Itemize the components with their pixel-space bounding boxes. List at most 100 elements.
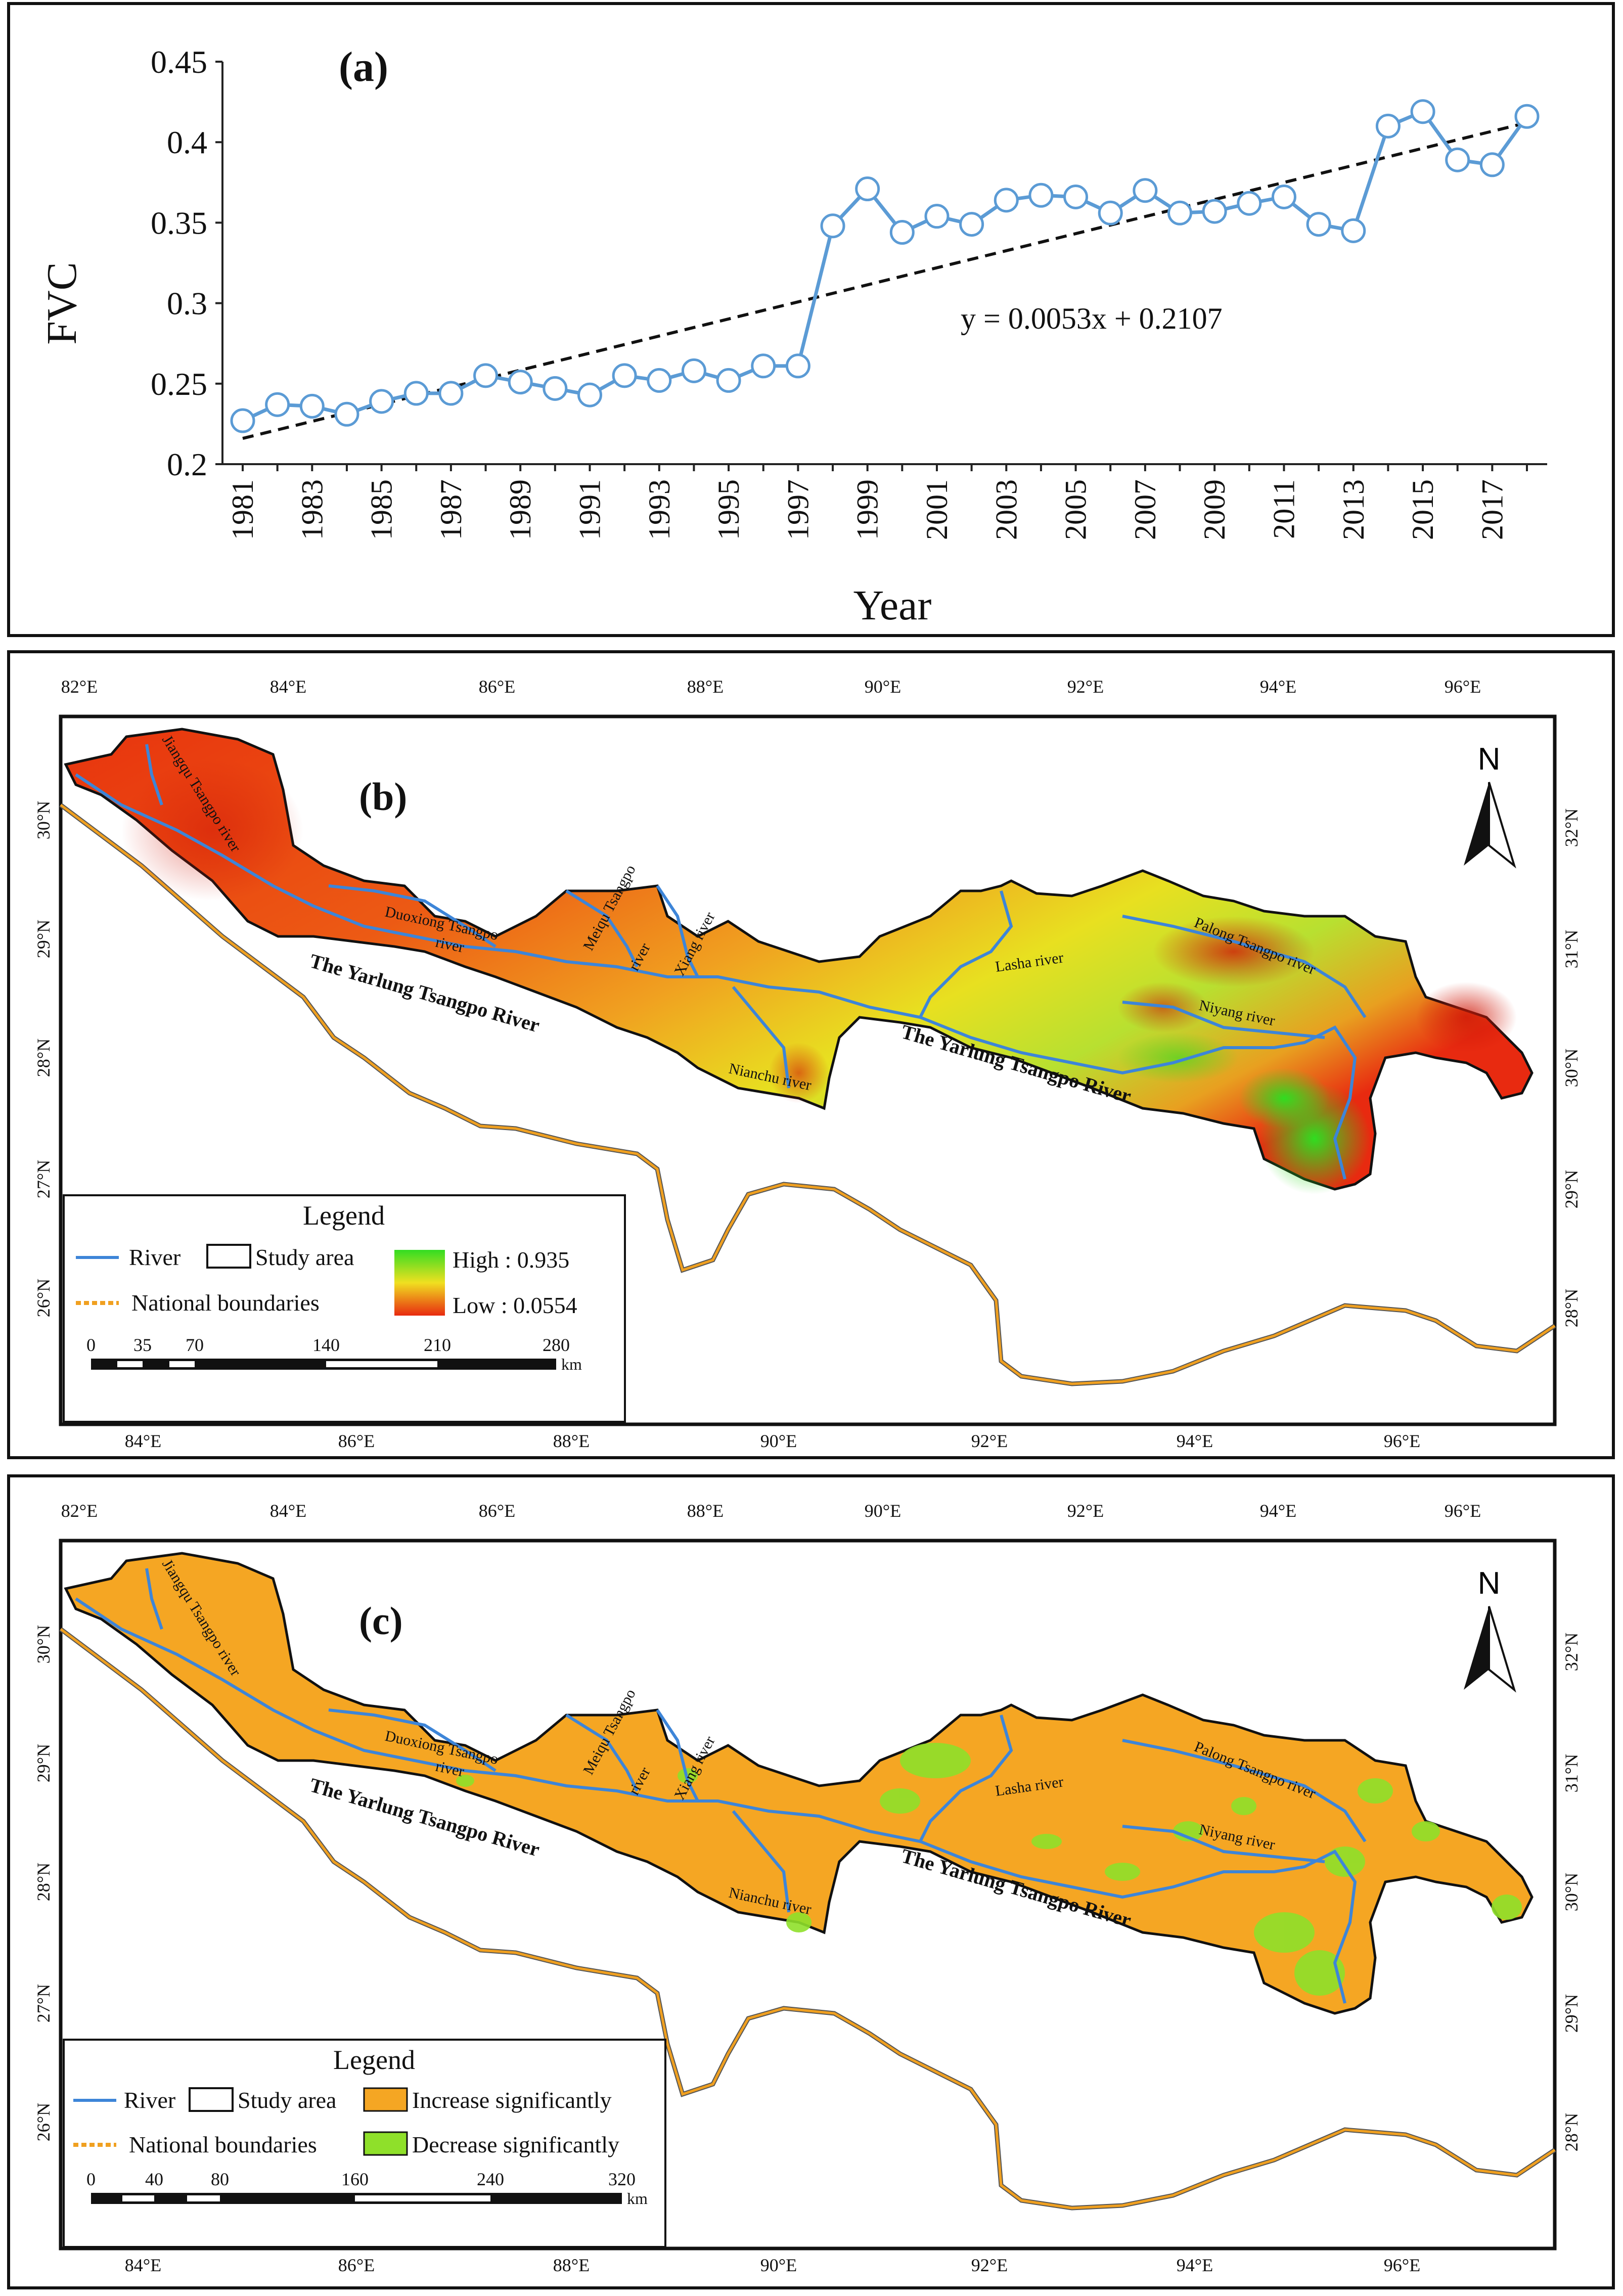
data-point <box>577 382 602 408</box>
data-point <box>1514 104 1540 129</box>
x-tick-label: 1991 <box>573 479 606 540</box>
top-lon-86: 86°E <box>479 1501 515 1521</box>
fvc-map: Jiangqu Tsangpo river Duoxiong Tsangpo r… <box>33 677 1582 1451</box>
trend-equation: y = 0.0053x + 0.2107 <box>961 302 1223 335</box>
data-point <box>369 389 394 414</box>
legend-river-label: River <box>124 2087 175 2113</box>
legend-c: Legend River Study area Increase signifi… <box>63 2039 666 2248</box>
north-label: N <box>1478 742 1501 777</box>
left-lat-29: 29°N <box>33 920 54 958</box>
data-point <box>265 392 290 417</box>
national-boundary-fill <box>60 1628 1556 2210</box>
y-tick-label: 0.25 <box>151 366 207 402</box>
x-tick-label: 1993 <box>643 479 676 540</box>
rivers <box>75 744 1367 1180</box>
legend-title: Legend <box>333 2045 415 2075</box>
north-arrow: N <box>1464 742 1516 869</box>
river-niyang <box>1122 1001 1325 1039</box>
top-lon-84: 84°E <box>270 1501 306 1521</box>
decrease-patches <box>456 1743 1522 1996</box>
panel-b-fvc-map: Jiangqu Tsangpo river Duoxiong Tsangpo r… <box>7 650 1615 1459</box>
data-point <box>299 393 325 419</box>
x-tick-label: 2015 <box>1406 479 1439 540</box>
river-lasha <box>919 890 1013 1018</box>
top-lon-88: 88°E <box>687 677 724 697</box>
data-point <box>994 188 1019 213</box>
legend-decrease-label: Decrease significantly <box>412 2132 619 2157</box>
legend-boundary-label: National boundaries <box>131 1290 320 1316</box>
river-lasha <box>919 1715 1013 1842</box>
right-lat-32: 32°N <box>1561 808 1582 847</box>
data-point <box>1167 200 1193 226</box>
data-point <box>1445 147 1470 172</box>
data-point <box>1341 218 1366 243</box>
left-lat-28: 28°N <box>33 1039 54 1077</box>
data-point <box>543 376 568 401</box>
left-lat-27: 27°N <box>33 1984 54 2022</box>
bottom-lon-88: 88°E <box>553 2255 590 2275</box>
data-point <box>438 381 464 406</box>
river-jiangqu <box>145 1568 163 1630</box>
bottom-lon-94: 94°E <box>1177 1431 1213 1451</box>
right-lat-28: 28°N <box>1561 1289 1582 1327</box>
x-tick-label: 1981 <box>226 479 259 540</box>
x-tick-label: 2013 <box>1337 479 1370 540</box>
x-tick-label: 1995 <box>712 479 745 540</box>
right-lat-30: 30°N <box>1561 1049 1582 1087</box>
scale-tick-3: 160 <box>341 2169 369 2189</box>
legend-study-swatch <box>189 2087 234 2112</box>
x-tick-label: 2017 <box>1475 479 1509 540</box>
legend-river-label: River <box>129 1244 181 1270</box>
right-lat-29: 29°N <box>1561 1994 1582 2033</box>
x-tick-label: 2011 <box>1267 479 1300 539</box>
north-arrow: N <box>1464 1566 1516 1693</box>
bottom-lon-92: 92°E <box>971 2255 1008 2275</box>
top-lon-84: 84°E <box>270 677 306 697</box>
river-yarlung <box>75 1597 1357 2004</box>
data-point <box>1375 113 1401 139</box>
top-lon-86: 86°E <box>479 677 515 697</box>
left-lat-30: 30°N <box>33 1625 54 1663</box>
top-lon-96: 96°E <box>1445 1501 1481 1521</box>
data-point <box>924 204 950 229</box>
data-point <box>751 353 776 379</box>
data-point <box>1133 178 1158 203</box>
scale-tick-4: 210 <box>424 1335 451 1355</box>
x-tick-label: 2005 <box>1059 479 1093 540</box>
bottom-lon-86: 86°E <box>338 1431 375 1451</box>
data-point <box>1202 199 1227 224</box>
legend-increase-swatch <box>363 2087 408 2112</box>
bottom-lon-96: 96°E <box>1384 2255 1420 2275</box>
right-lat-30: 30°N <box>1561 1873 1582 1911</box>
data-point <box>1028 183 1054 208</box>
data-point <box>1271 184 1296 209</box>
trendline <box>242 121 1527 440</box>
left-lat-26: 26°N <box>33 2103 54 2141</box>
data-point <box>1306 212 1331 237</box>
top-lon-94: 94°E <box>1260 1501 1296 1521</box>
legend-decrease-swatch <box>363 2131 408 2156</box>
top-lon-92: 92°E <box>1067 677 1104 697</box>
panel-a-fvc-chart: 0.2 0.25 0.3 0.35 0.4 0.45 1981 1983 1985 1987 19… <box>7 2 1615 637</box>
data-point <box>855 176 880 202</box>
scale-bar-b: 0 35 70 140 210 280 km <box>86 1335 582 1373</box>
y-tick-label: 0.45 <box>151 44 207 80</box>
x-tick-label: 2001 <box>920 479 954 540</box>
river-jiangqu <box>145 744 163 805</box>
left-lat-26: 26°N <box>33 1279 54 1317</box>
right-lat-29: 29°N <box>1561 1170 1582 1208</box>
river-duoxiong <box>328 884 497 948</box>
bottom-lon-92: 92°E <box>971 1431 1008 1451</box>
scale-tick-5: 320 <box>608 2169 636 2189</box>
x-tick-label: 2007 <box>1129 479 1162 540</box>
scale-tick-4: 240 <box>477 2169 504 2189</box>
data-point <box>403 381 429 406</box>
top-lon-90: 90°E <box>865 677 901 697</box>
scale-tick-2: 70 <box>186 1335 204 1355</box>
x-tick-label: 2003 <box>989 479 1023 540</box>
scale-tick-5: 280 <box>543 1335 570 1355</box>
right-lat-31: 31°N <box>1561 1754 1582 1792</box>
y-tick-label: 0.3 <box>167 286 207 322</box>
panel-label-c: (c) <box>359 1599 403 1643</box>
data-point <box>889 220 915 245</box>
